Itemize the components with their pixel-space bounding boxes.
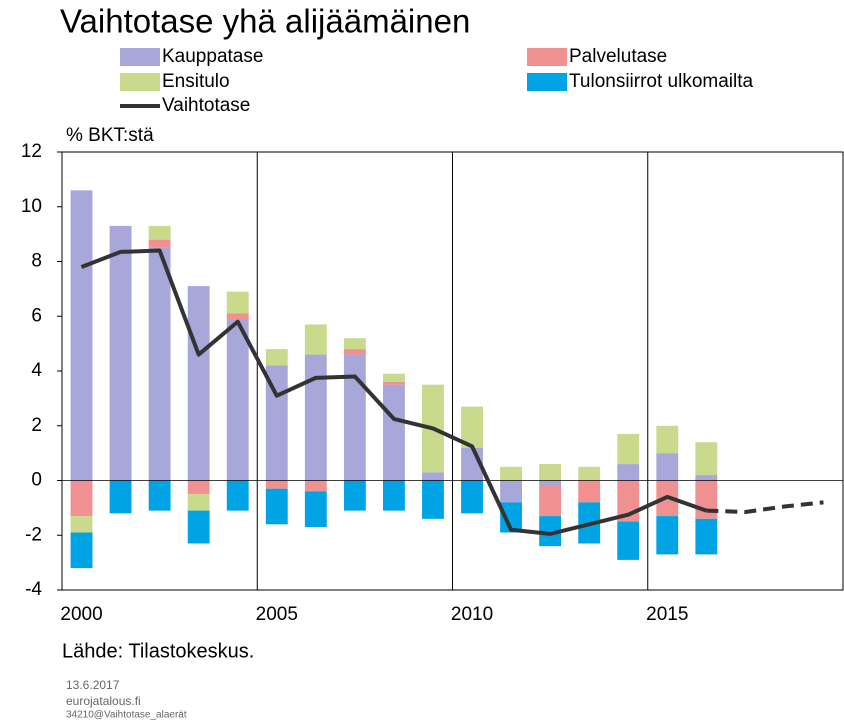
legend-label: Palvelutase <box>569 46 667 67</box>
y-tick-label: 8 <box>31 251 42 272</box>
bar <box>695 518 718 555</box>
bar <box>578 480 601 503</box>
bar <box>304 324 327 355</box>
bar <box>70 532 93 569</box>
legend-label: Vaihtotase <box>162 95 250 116</box>
footer-id: 34210@Vaihtotase_alaerät <box>66 710 187 721</box>
bar <box>70 480 93 517</box>
line <box>80 248 707 536</box>
bar <box>656 453 679 481</box>
bar <box>461 480 483 514</box>
bar <box>500 480 523 503</box>
bar <box>461 406 483 448</box>
bar <box>226 291 249 314</box>
bar <box>70 516 93 533</box>
bar <box>500 502 523 533</box>
bar <box>304 491 327 528</box>
bar <box>109 480 132 514</box>
source: Lähde: Tilastokeskus. <box>62 640 254 662</box>
bar <box>148 225 171 240</box>
footer-date: 13.6.2017 <box>66 678 120 692</box>
y-tick-label: 6 <box>31 305 42 326</box>
x-tick-label: 2000 <box>60 604 102 625</box>
bar <box>422 480 444 519</box>
bar <box>148 247 171 481</box>
footer-site: eurojatalous.fi <box>66 694 141 708</box>
bar <box>187 480 210 495</box>
bar <box>187 510 210 544</box>
bar <box>695 480 718 519</box>
bar <box>343 349 366 355</box>
bar <box>656 516 679 555</box>
bar <box>226 318 249 481</box>
y-tick-label: -4 <box>25 579 42 600</box>
bar <box>265 349 288 366</box>
bar <box>382 384 405 481</box>
x-tick-label: 2010 <box>451 604 493 625</box>
bar <box>617 521 640 560</box>
legend-swatch <box>527 73 567 91</box>
bar <box>382 381 405 385</box>
y-axis-label: % BKT:stä <box>66 125 154 146</box>
legend-label: Tulonsiirrot ulkomailta <box>569 71 754 92</box>
bar <box>422 472 444 481</box>
bar <box>656 425 679 454</box>
y-tick-label: 4 <box>31 360 42 381</box>
bar <box>187 494 210 511</box>
bar <box>539 485 562 517</box>
bar <box>226 480 249 511</box>
y-tick-label: 2 <box>31 415 42 436</box>
bar <box>539 516 562 547</box>
legend-label: Kauppatase <box>162 46 263 67</box>
y-tick-label: 10 <box>21 196 42 217</box>
legend-label: Ensitulo <box>162 71 230 92</box>
bar <box>343 338 366 350</box>
bar <box>70 190 93 481</box>
x-tick-label: 2005 <box>256 604 298 625</box>
legend-swatch <box>527 48 567 66</box>
chart-title: Vaihtotase yhä alijäämäinen <box>60 3 470 40</box>
bar <box>382 373 405 382</box>
bar <box>343 480 366 511</box>
bar <box>539 464 562 481</box>
bar <box>382 480 405 511</box>
bar <box>695 475 718 481</box>
bar <box>148 239 171 248</box>
y-tick-label: -2 <box>25 524 42 545</box>
bar <box>500 466 523 481</box>
bar <box>187 286 210 481</box>
bar <box>617 464 640 481</box>
legend-swatch <box>120 73 160 91</box>
line-forecast <box>706 500 824 514</box>
legend-swatch <box>120 48 160 66</box>
bar <box>148 480 171 511</box>
bar <box>695 442 718 476</box>
bar <box>304 480 327 492</box>
bar <box>226 313 249 319</box>
y-tick-label: 12 <box>21 141 42 162</box>
bar <box>539 480 562 486</box>
bar <box>109 225 132 481</box>
bar <box>304 354 327 481</box>
bar <box>265 488 288 525</box>
bar <box>343 354 366 481</box>
bar <box>265 480 288 489</box>
y-tick-label: 0 <box>31 470 42 491</box>
x-tick-label: 2015 <box>646 604 688 625</box>
bar <box>578 466 601 481</box>
bar <box>617 433 640 465</box>
